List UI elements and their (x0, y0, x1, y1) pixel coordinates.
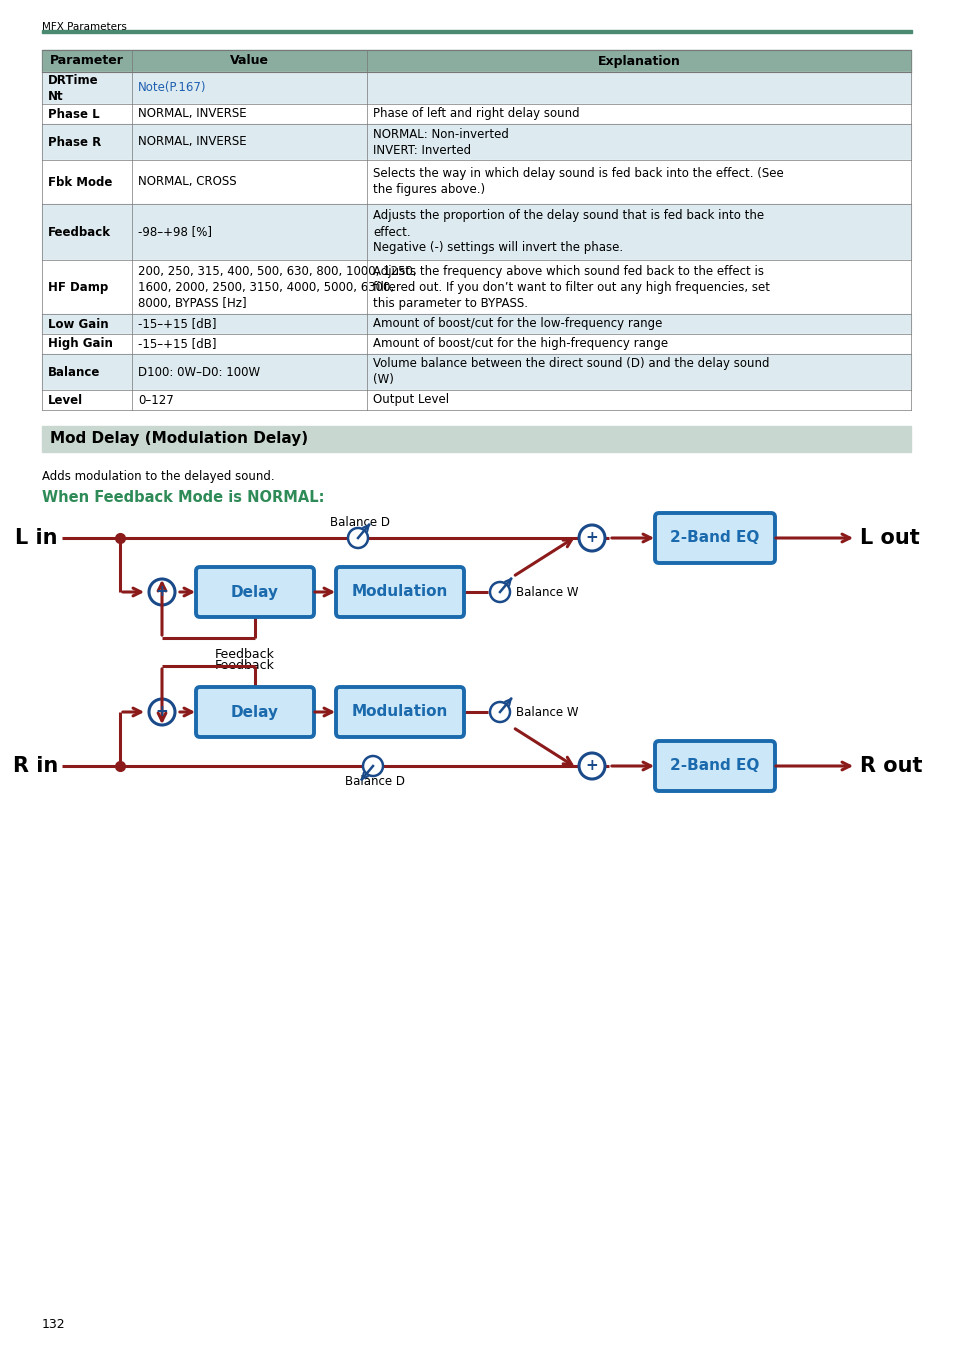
Text: High Gain: High Gain (48, 338, 112, 351)
Text: 200, 250, 315, 400, 500, 630, 800, 1000, 1250,
1600, 2000, 2500, 3150, 4000, 500: 200, 250, 315, 400, 500, 630, 800, 1000,… (138, 265, 416, 309)
Text: Modulation: Modulation (352, 705, 448, 720)
Text: Output Level: Output Level (373, 393, 449, 406)
Circle shape (149, 579, 174, 605)
Text: Note(P.167): Note(P.167) (138, 81, 206, 95)
Text: 2-Band EQ: 2-Band EQ (670, 759, 759, 774)
Text: Balance W: Balance W (516, 586, 578, 598)
Text: NORMAL, CROSS: NORMAL, CROSS (138, 176, 236, 189)
Text: NORMAL, INVERSE: NORMAL, INVERSE (138, 108, 247, 120)
Text: Amount of boost/cut for the low-frequency range: Amount of boost/cut for the low-frequenc… (373, 317, 661, 331)
Bar (42, 315, 910, 333)
FancyBboxPatch shape (195, 567, 314, 617)
Text: Feedback: Feedback (214, 659, 274, 672)
Text: Feedback: Feedback (214, 648, 274, 662)
Bar (42, 30, 911, 32)
Text: Phase L: Phase L (48, 108, 99, 120)
Text: Amount of boost/cut for the high-frequency range: Amount of boost/cut for the high-frequen… (373, 338, 667, 351)
Text: Adjusts the proportion of the delay sound that is fed back into the
effect.
Nega: Adjusts the proportion of the delay soun… (373, 209, 763, 255)
Bar (42, 354, 910, 390)
Text: +: + (585, 757, 598, 772)
Text: -15–+15 [dB]: -15–+15 [dB] (138, 317, 216, 331)
Text: +: + (585, 529, 598, 544)
Circle shape (348, 528, 368, 548)
Text: Delay: Delay (231, 585, 278, 599)
FancyBboxPatch shape (655, 741, 774, 791)
Circle shape (490, 582, 510, 602)
Text: DRTime
Nt: DRTime Nt (48, 73, 98, 103)
Bar (42, 104, 910, 124)
Text: D100: 0W–D0: 100W: D100: 0W–D0: 100W (138, 366, 260, 378)
Circle shape (490, 702, 510, 722)
Text: Balance D: Balance D (345, 775, 405, 788)
Text: Parameter: Parameter (50, 54, 124, 68)
Text: NORMAL: Non-inverted
INVERT: Inverted: NORMAL: Non-inverted INVERT: Inverted (373, 127, 508, 157)
Circle shape (149, 699, 174, 725)
Text: 2-Band EQ: 2-Band EQ (670, 531, 759, 545)
Text: +: + (155, 583, 168, 598)
Text: Volume balance between the direct sound (D) and the delay sound
(W): Volume balance between the direct sound … (373, 358, 769, 386)
Circle shape (363, 756, 382, 776)
Text: Feedback: Feedback (48, 225, 111, 239)
Text: -98–+98 [%]: -98–+98 [%] (138, 225, 212, 239)
Bar (42, 124, 910, 161)
FancyBboxPatch shape (335, 567, 463, 617)
Circle shape (578, 525, 604, 551)
Text: Value: Value (230, 54, 269, 68)
Text: Phase of left and right delay sound: Phase of left and right delay sound (373, 108, 579, 120)
Text: +: + (155, 703, 168, 718)
FancyBboxPatch shape (655, 513, 774, 563)
Text: L in: L in (15, 528, 58, 548)
Text: Modulation: Modulation (352, 585, 448, 599)
Text: Explanation: Explanation (597, 54, 679, 68)
FancyBboxPatch shape (335, 687, 463, 737)
Text: Adds modulation to the delayed sound.: Adds modulation to the delayed sound. (42, 470, 274, 483)
Bar (42, 261, 910, 315)
Text: R out: R out (859, 756, 922, 776)
Text: Balance: Balance (48, 366, 100, 378)
Text: Delay: Delay (231, 705, 278, 720)
Bar (42, 72, 910, 104)
Text: 0–127: 0–127 (138, 393, 173, 406)
Text: HF Damp: HF Damp (48, 281, 108, 293)
Text: Mod Delay (Modulation Delay): Mod Delay (Modulation Delay) (50, 432, 308, 447)
Text: Balance D: Balance D (330, 516, 390, 529)
Text: When Feedback Mode is NORMAL:: When Feedback Mode is NORMAL: (42, 490, 324, 505)
Circle shape (578, 753, 604, 779)
Text: Adjusts the frequency above which sound fed back to the effect is
filtered out. : Adjusts the frequency above which sound … (373, 265, 769, 309)
Text: NORMAL, INVERSE: NORMAL, INVERSE (138, 135, 247, 148)
Bar (42, 50, 910, 72)
Bar (42, 427, 910, 452)
Text: MFX Parameters: MFX Parameters (42, 22, 127, 32)
Text: -15–+15 [dB]: -15–+15 [dB] (138, 338, 216, 351)
Text: Low Gain: Low Gain (48, 317, 109, 331)
Text: Balance W: Balance W (516, 706, 578, 718)
Text: 132: 132 (42, 1318, 66, 1331)
Text: Fbk Mode: Fbk Mode (48, 176, 112, 189)
Bar (42, 390, 910, 410)
Bar (42, 161, 910, 204)
Text: R in: R in (12, 756, 58, 776)
Text: Level: Level (48, 393, 83, 406)
FancyBboxPatch shape (195, 687, 314, 737)
Text: Phase R: Phase R (48, 135, 101, 148)
Text: Selects the way in which delay sound is fed back into the effect. (See
the figur: Selects the way in which delay sound is … (373, 167, 783, 197)
Bar (42, 204, 910, 261)
Text: L out: L out (859, 528, 919, 548)
Bar (42, 333, 910, 354)
